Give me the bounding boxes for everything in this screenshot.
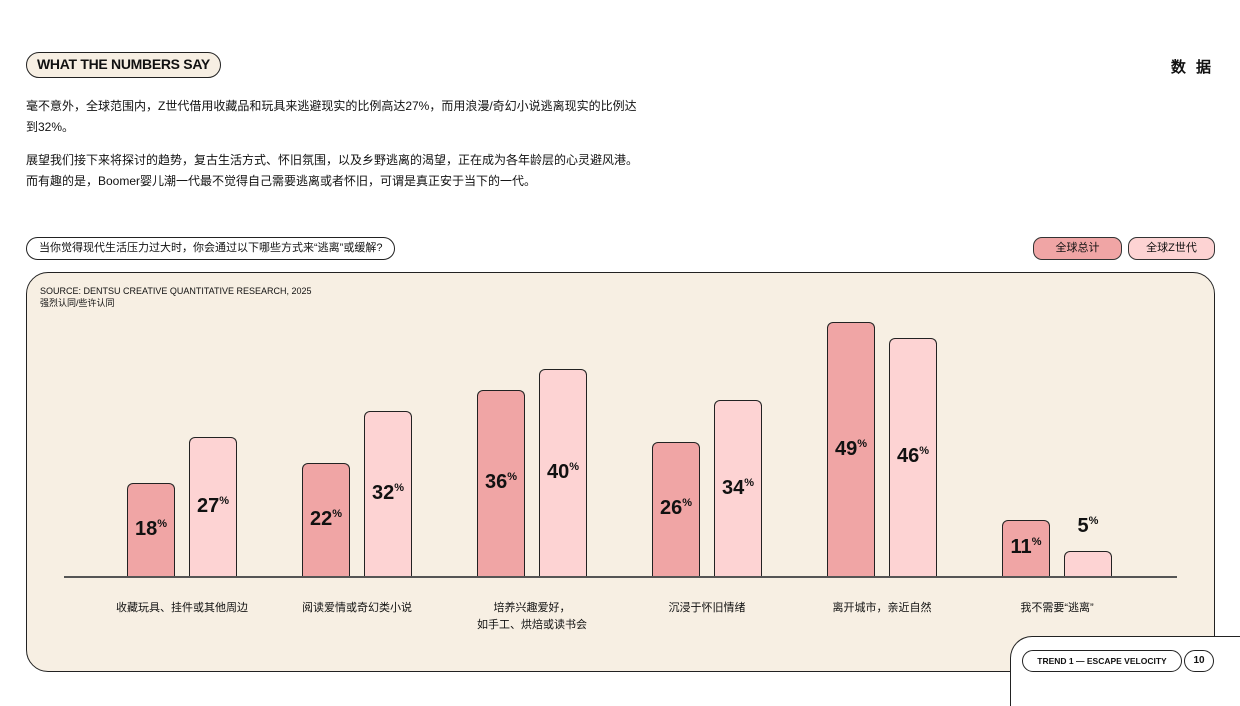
category-label: 收藏玩具、挂件或其他周边 [116,602,248,614]
bar-total [827,322,875,577]
legend-total: 全球总计 [1033,237,1122,260]
category-label: 离开城市，亲近自然 [832,602,932,614]
data-label: 32% [371,481,405,504]
bar-genz [714,400,762,577]
bar-genz [1064,551,1112,577]
bar-genz [889,337,937,577]
section-title: 数 据 [1170,59,1214,76]
bar-total [1002,519,1050,577]
data-label: 49% [834,437,868,460]
chart-subtitle: 强烈认同/些许认同 [40,298,115,308]
data-label: 18% [134,518,168,541]
data-label: 46% [896,445,930,468]
category-label: 培养兴趣爱好， 如手工、烘焙或读书会 [477,602,587,631]
footer-trend: TREND 1 — ESCAPE VELOCITY [1022,650,1182,672]
survey-question: 当你觉得现代生活压力过大时，你会通过以下哪些方式来“逃离”或缓解? [26,237,396,260]
intro-paragraph-1: 毫不意外，全球范围内，Z世代借用收藏品和玩具来逃避现实的比例高达27%，而用浪漫… [26,99,637,134]
data-label: 36% [484,471,518,494]
intro-paragraph-2: 展望我们接下来将探讨的趋势，复古生活方式、怀旧氛围，以及乡野逃离的渴望，正在成为… [26,153,639,188]
x-axis-line [64,576,1177,578]
data-label: 34% [721,476,755,499]
page-number: 10 [1184,650,1214,672]
bar-genz [364,410,412,577]
bar-genz [189,436,237,577]
bar-total [652,441,700,577]
data-label: 5% [1077,515,1099,537]
category-label: 阅读爱情或奇幻类小说 [302,602,412,614]
bar-genz [539,369,587,577]
data-label: 26% [659,497,693,520]
category-label: 沉浸于怀旧情绪 [668,602,746,614]
bar-total [477,389,525,577]
category-label: 我不需要“逃离” [1020,602,1094,614]
data-label: 27% [196,494,230,517]
bar-total [127,483,175,577]
legend-genz: 全球Z世代 [1128,237,1215,260]
chart-source: SOURCE: DENTSU CREATIVE QUANTITATIVE RES… [40,285,312,309]
data-label: 22% [309,507,343,530]
data-label: 40% [546,461,580,483]
source-text: SOURCE: DENTSU CREATIVE QUANTITATIVE RES… [40,286,312,296]
section-badge: WHAT THE NUMBERS SAY [26,52,221,78]
bar-total [302,462,350,577]
data-label: 11% [1010,536,1042,559]
